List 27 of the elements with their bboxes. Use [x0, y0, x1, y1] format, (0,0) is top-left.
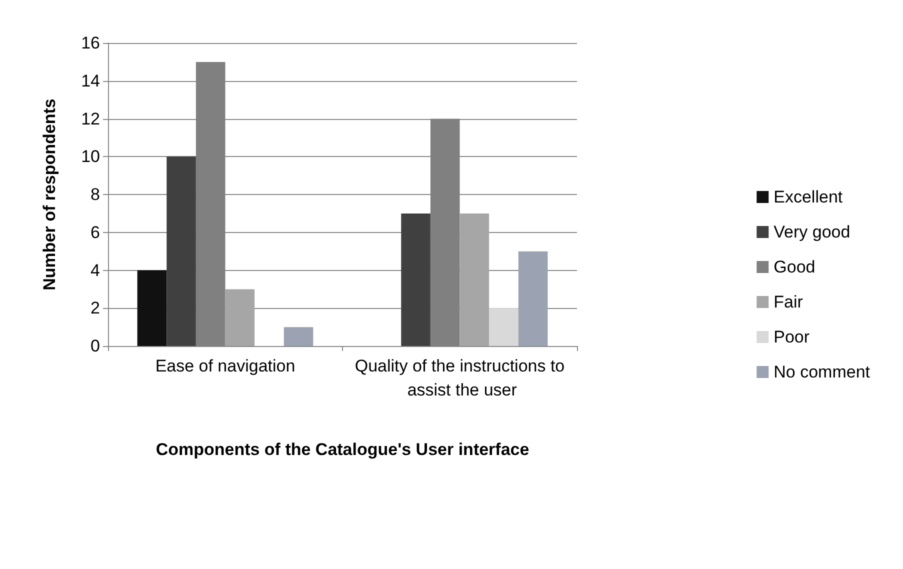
y-tick-label: 10: [81, 147, 100, 166]
legend-label: Good: [774, 258, 816, 276]
bar: [137, 270, 167, 346]
legend-label: Very good: [774, 222, 850, 242]
y-tick-label: 14: [81, 71, 100, 90]
bar: [489, 308, 518, 346]
x-tick-label: Quality of the instructions to assist the user: [354, 356, 565, 400]
legend-label: Excellent: [774, 188, 843, 206]
y-tick-label: 2: [90, 298, 100, 318]
bar: [401, 213, 430, 346]
y-tick-label: 0: [90, 336, 100, 356]
x-axis-title: Components of the Catalogue's User interface: [156, 440, 530, 459]
bar: [284, 327, 314, 346]
x-tick-label: Ease of navigation: [155, 356, 296, 376]
legend-label: Fair: [774, 292, 804, 312]
y-tick-label: 4: [90, 260, 100, 280]
y-axis-title: Number of respondents: [40, 98, 59, 290]
y-tick-label: 16: [81, 34, 100, 52]
y-tick-label: 8: [90, 185, 100, 204]
y-tick-label: 6: [90, 222, 100, 242]
legend-label: Poor: [774, 328, 810, 346]
legend-label: No comment: [774, 362, 870, 382]
bar: [166, 156, 196, 346]
bar: [460, 213, 490, 346]
bar: [518, 251, 548, 346]
y-tick-label: 12: [81, 109, 100, 128]
bar: [225, 289, 255, 346]
